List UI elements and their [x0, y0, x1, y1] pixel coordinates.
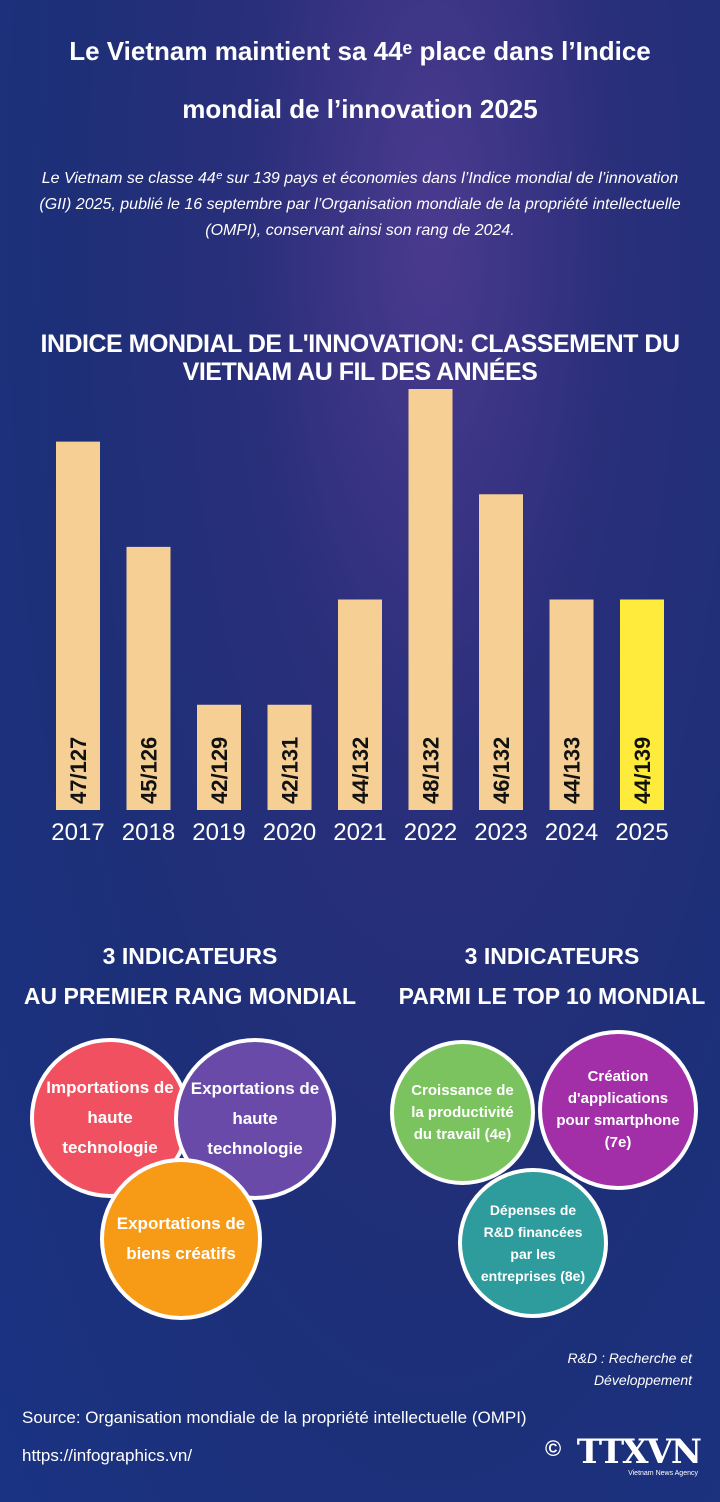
x-tick-label: 2020	[263, 819, 316, 846]
bar	[267, 704, 312, 810]
x-tick-label: 2019	[192, 819, 245, 846]
bar	[408, 389, 453, 810]
indicator-circle: Dépenses de R&D financées par les entrep…	[458, 1168, 608, 1318]
bar	[126, 546, 171, 810]
subtitle: Le Vietnam se classe 44ᵉ sur 139 pays et…	[39, 170, 681, 239]
x-tick-label: 2022	[404, 819, 457, 846]
bar	[479, 494, 523, 810]
x-tick-label: 2023	[474, 819, 527, 846]
x-tick-label: 2017	[51, 819, 104, 846]
indicator-circle: Croissance de la productivité du travail…	[390, 1040, 535, 1185]
chart: 47/127 2017 45/126 2018 42/129 2019 42/131 2020…	[51, 389, 669, 846]
heading-line: PARMI LE TOP 10 MONDIAL	[398, 983, 706, 1009]
section-heading: 3 INDICATEURS AU PREMIER RANG MONDIAL	[20, 936, 360, 1016]
heading-line: 3 INDICATEURS	[102, 943, 278, 969]
bar	[56, 441, 100, 810]
bar	[338, 599, 382, 810]
value-label: 44/132	[348, 737, 373, 804]
indicator-circle: Exportations de biens créatifs	[100, 1158, 262, 1320]
x-tick-label: 2021	[333, 819, 386, 846]
logo: TTXVN	[576, 1432, 702, 1472]
x-tick-label: 2025	[615, 819, 668, 846]
footnote: R&D : Recherche et Développement	[567, 1350, 693, 1388]
value-label: 44/139	[630, 737, 655, 804]
x-tick-label: 2018	[122, 819, 175, 846]
value-label: 42/131	[278, 737, 303, 804]
chart-title: INDICE MONDIAL DE L'INNOVATION: CLASSEME…	[40, 330, 681, 386]
source: Source: Organisation mondiale de la prop…	[22, 1408, 527, 1427]
value-label: 48/132	[419, 737, 444, 804]
value-label: 44/133	[560, 737, 585, 804]
indicator-circle: Création d'applications pour smartphone …	[538, 1030, 698, 1190]
bar	[197, 704, 241, 810]
heading-line: 3 INDICATEURS	[464, 943, 640, 969]
x-tick-label: 2024	[545, 819, 598, 846]
heading-line: AU PREMIER RANG MONDIAL	[23, 983, 357, 1009]
value-label: 47/127	[66, 737, 91, 804]
value-label: 42/129	[207, 737, 232, 804]
value-label: 45/126	[137, 737, 162, 804]
section-heading: 3 INDICATEURS PARMI LE TOP 10 MONDIAL	[382, 936, 720, 1016]
bar	[549, 599, 594, 810]
value-label: 46/132	[489, 737, 514, 804]
url: https://infographics.vn/	[22, 1446, 193, 1465]
logo-sub: Vietnam News Agency	[628, 1470, 698, 1477]
title: Le Vietnam maintient sa 44ᵉ place dans l…	[69, 36, 651, 124]
bar	[620, 599, 664, 810]
copyright: ©	[545, 1436, 562, 1461]
